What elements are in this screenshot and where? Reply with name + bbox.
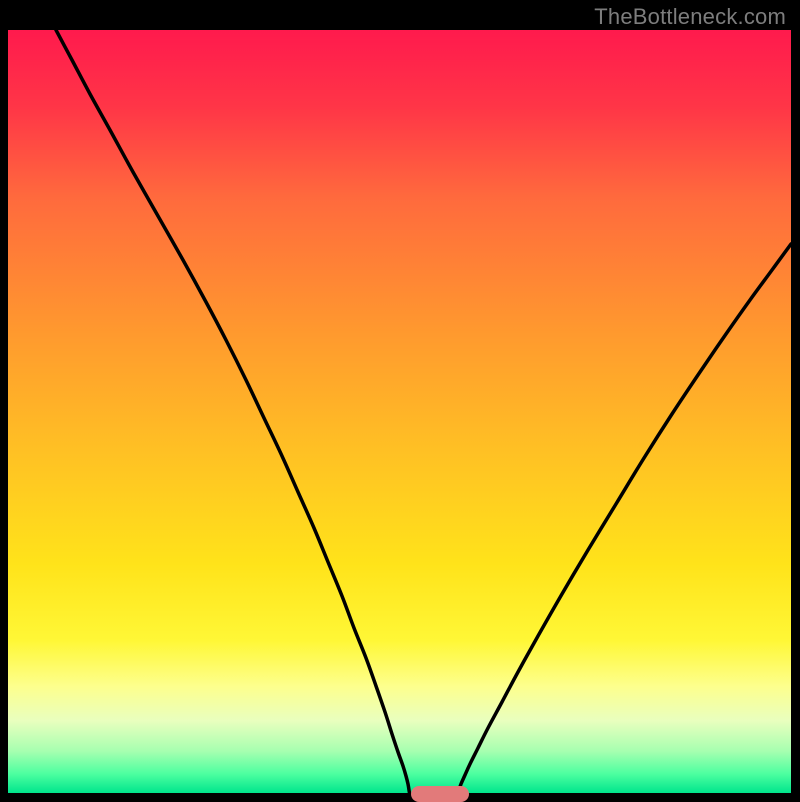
watermark-text: TheBottleneck.com xyxy=(594,4,786,30)
bottleneck-curve xyxy=(56,30,410,793)
curve-layer xyxy=(8,30,791,793)
bottleneck-curve xyxy=(458,244,791,793)
plot-area xyxy=(8,30,791,793)
chart-frame: TheBottleneck.com xyxy=(0,0,800,800)
